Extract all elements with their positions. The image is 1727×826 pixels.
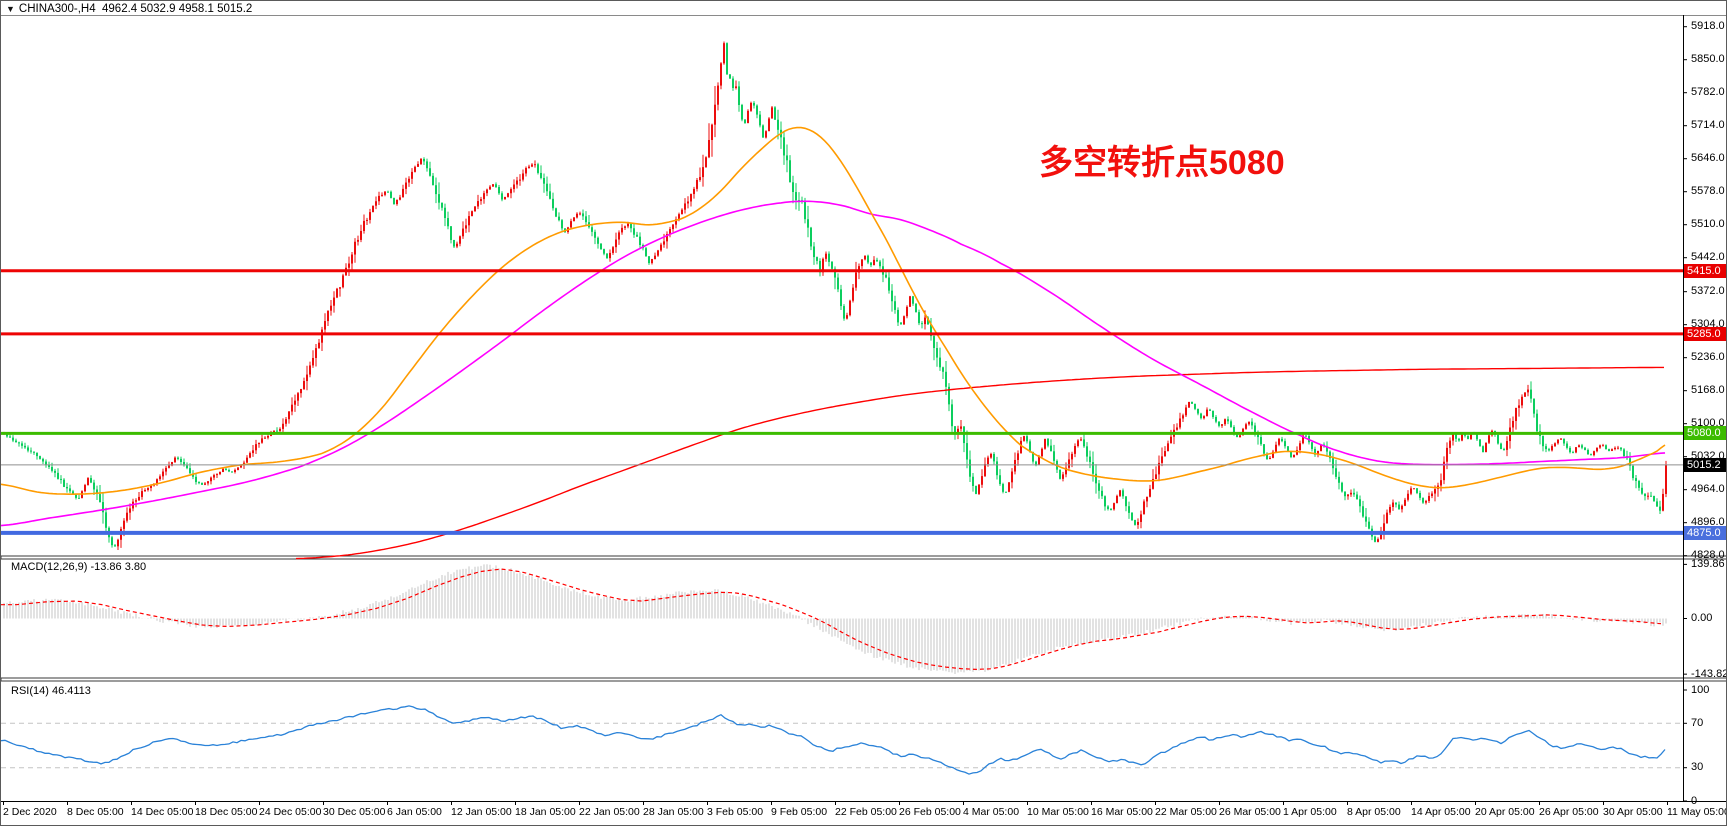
time-tick-label: 4 Mar 05:00 (963, 806, 1020, 818)
macd-tick-label: 0.00 (1691, 612, 1713, 624)
price-tick-label: 5850.0 (1691, 53, 1725, 66)
price-tick-label: 5168.0 (1691, 384, 1725, 397)
time-tick-label: 22 Jan 05:00 (579, 806, 640, 818)
time-tick-label: 8 Apr 05:00 (1347, 806, 1401, 818)
time-tick-label: 6 Jan 05:00 (387, 806, 442, 818)
macd-tick-label: -143.82 (1691, 667, 1727, 680)
price-tick-label: 4828.0 (1691, 549, 1725, 562)
time-tick-label: 24 Dec 05:00 (259, 806, 322, 818)
time-tick-label: 22 Feb 05:00 (835, 806, 897, 818)
time-tick-label: 20 Apr 05:00 (1475, 806, 1535, 818)
price-tick-label: 5646.0 (1691, 152, 1725, 165)
price-tick-label: 4964.0 (1691, 483, 1725, 496)
time-tick-label: 18 Dec 05:00 (195, 806, 258, 818)
level-price-tag: 5415.0 (1684, 263, 1726, 278)
rsi-tick-label: 70 (1691, 716, 1704, 729)
macd-label: MACD(12,26,9) -13.86 3.80 (11, 561, 147, 573)
time-tick-label: 8 Dec 05:00 (67, 806, 124, 818)
panel-splitter-rsi[interactable] (1, 677, 1726, 682)
price-tick-label: 5236.0 (1691, 351, 1725, 364)
price-tick-label: 5510.0 (1691, 218, 1725, 231)
time-tick-label: 14 Dec 05:00 (131, 806, 194, 818)
time-tick-label: 18 Jan 05:00 (515, 806, 576, 818)
rsi-label: RSI(14) 46.4113 (11, 685, 91, 697)
time-tick-label: 30 Dec 05:00 (323, 806, 386, 818)
time-tick-label: 11 May 05:00 (1667, 806, 1727, 818)
time-tick-label: 30 Apr 05:00 (1603, 806, 1663, 818)
price-tick-label: 5782.0 (1691, 86, 1725, 99)
symbol-ohlc-text: CHINA300-,H4 4962.4 5032.9 4958.1 5015.2 (18, 3, 253, 15)
time-tick-label: 9 Feb 05:00 (771, 806, 828, 818)
time-tick-label: 22 Mar 05:00 (1155, 806, 1217, 818)
level-price-tag: 4875.0 (1684, 525, 1726, 540)
time-tick-label: 10 Mar 05:00 (1027, 806, 1089, 818)
time-tick-label: 14 Apr 05:00 (1411, 806, 1471, 818)
price-tick-label: 5714.0 (1691, 119, 1725, 132)
time-tick-label: 26 Apr 05:00 (1539, 806, 1599, 818)
time-tick-label: 3 Feb 05:00 (707, 806, 764, 818)
collapse-ohlc-icon[interactable]: ▼ (6, 4, 15, 14)
rsi-tick-label: 0 (1691, 794, 1698, 807)
time-tick-label: 28 Jan 05:00 (643, 806, 704, 818)
time-tick-label: 2 Dec 2020 (3, 806, 57, 818)
price-tick-label: 4896.0 (1691, 516, 1725, 529)
price-tick-label: 5918.0 (1691, 20, 1725, 33)
price-tick-label: 5442.0 (1691, 251, 1725, 264)
time-tick-label: 26 Feb 05:00 (899, 806, 961, 818)
symbol-info: ▼ CHINA300-,H4 4962.4 5032.9 4958.1 5015.… (6, 3, 252, 15)
current-price-tag: 5015.2 (1684, 457, 1726, 472)
time-tick-label: 16 Mar 05:00 (1091, 806, 1153, 818)
time-tick-label: 26 Mar 05:00 (1219, 806, 1281, 818)
time-tick-label: 12 Jan 05:00 (451, 806, 512, 818)
price-tick-label: 5578.0 (1691, 185, 1725, 198)
rsi-tick-label: 30 (1691, 761, 1704, 774)
price-tick-label: 5100.0 (1691, 417, 1725, 430)
level-price-tag: 5285.0 (1684, 326, 1726, 341)
rsi-tick-label: 100 (1691, 683, 1710, 696)
level-price-tag: 5080.0 (1684, 426, 1726, 441)
time-tick-label: 1 Apr 05:00 (1283, 806, 1337, 818)
price-tick-label: 5372.0 (1691, 285, 1725, 298)
panel-splitter-macd[interactable] (1, 555, 1726, 560)
text-annotation: 多空转折点5080 (1039, 144, 1285, 182)
macd-tick-label: 139.86 (1691, 557, 1725, 570)
